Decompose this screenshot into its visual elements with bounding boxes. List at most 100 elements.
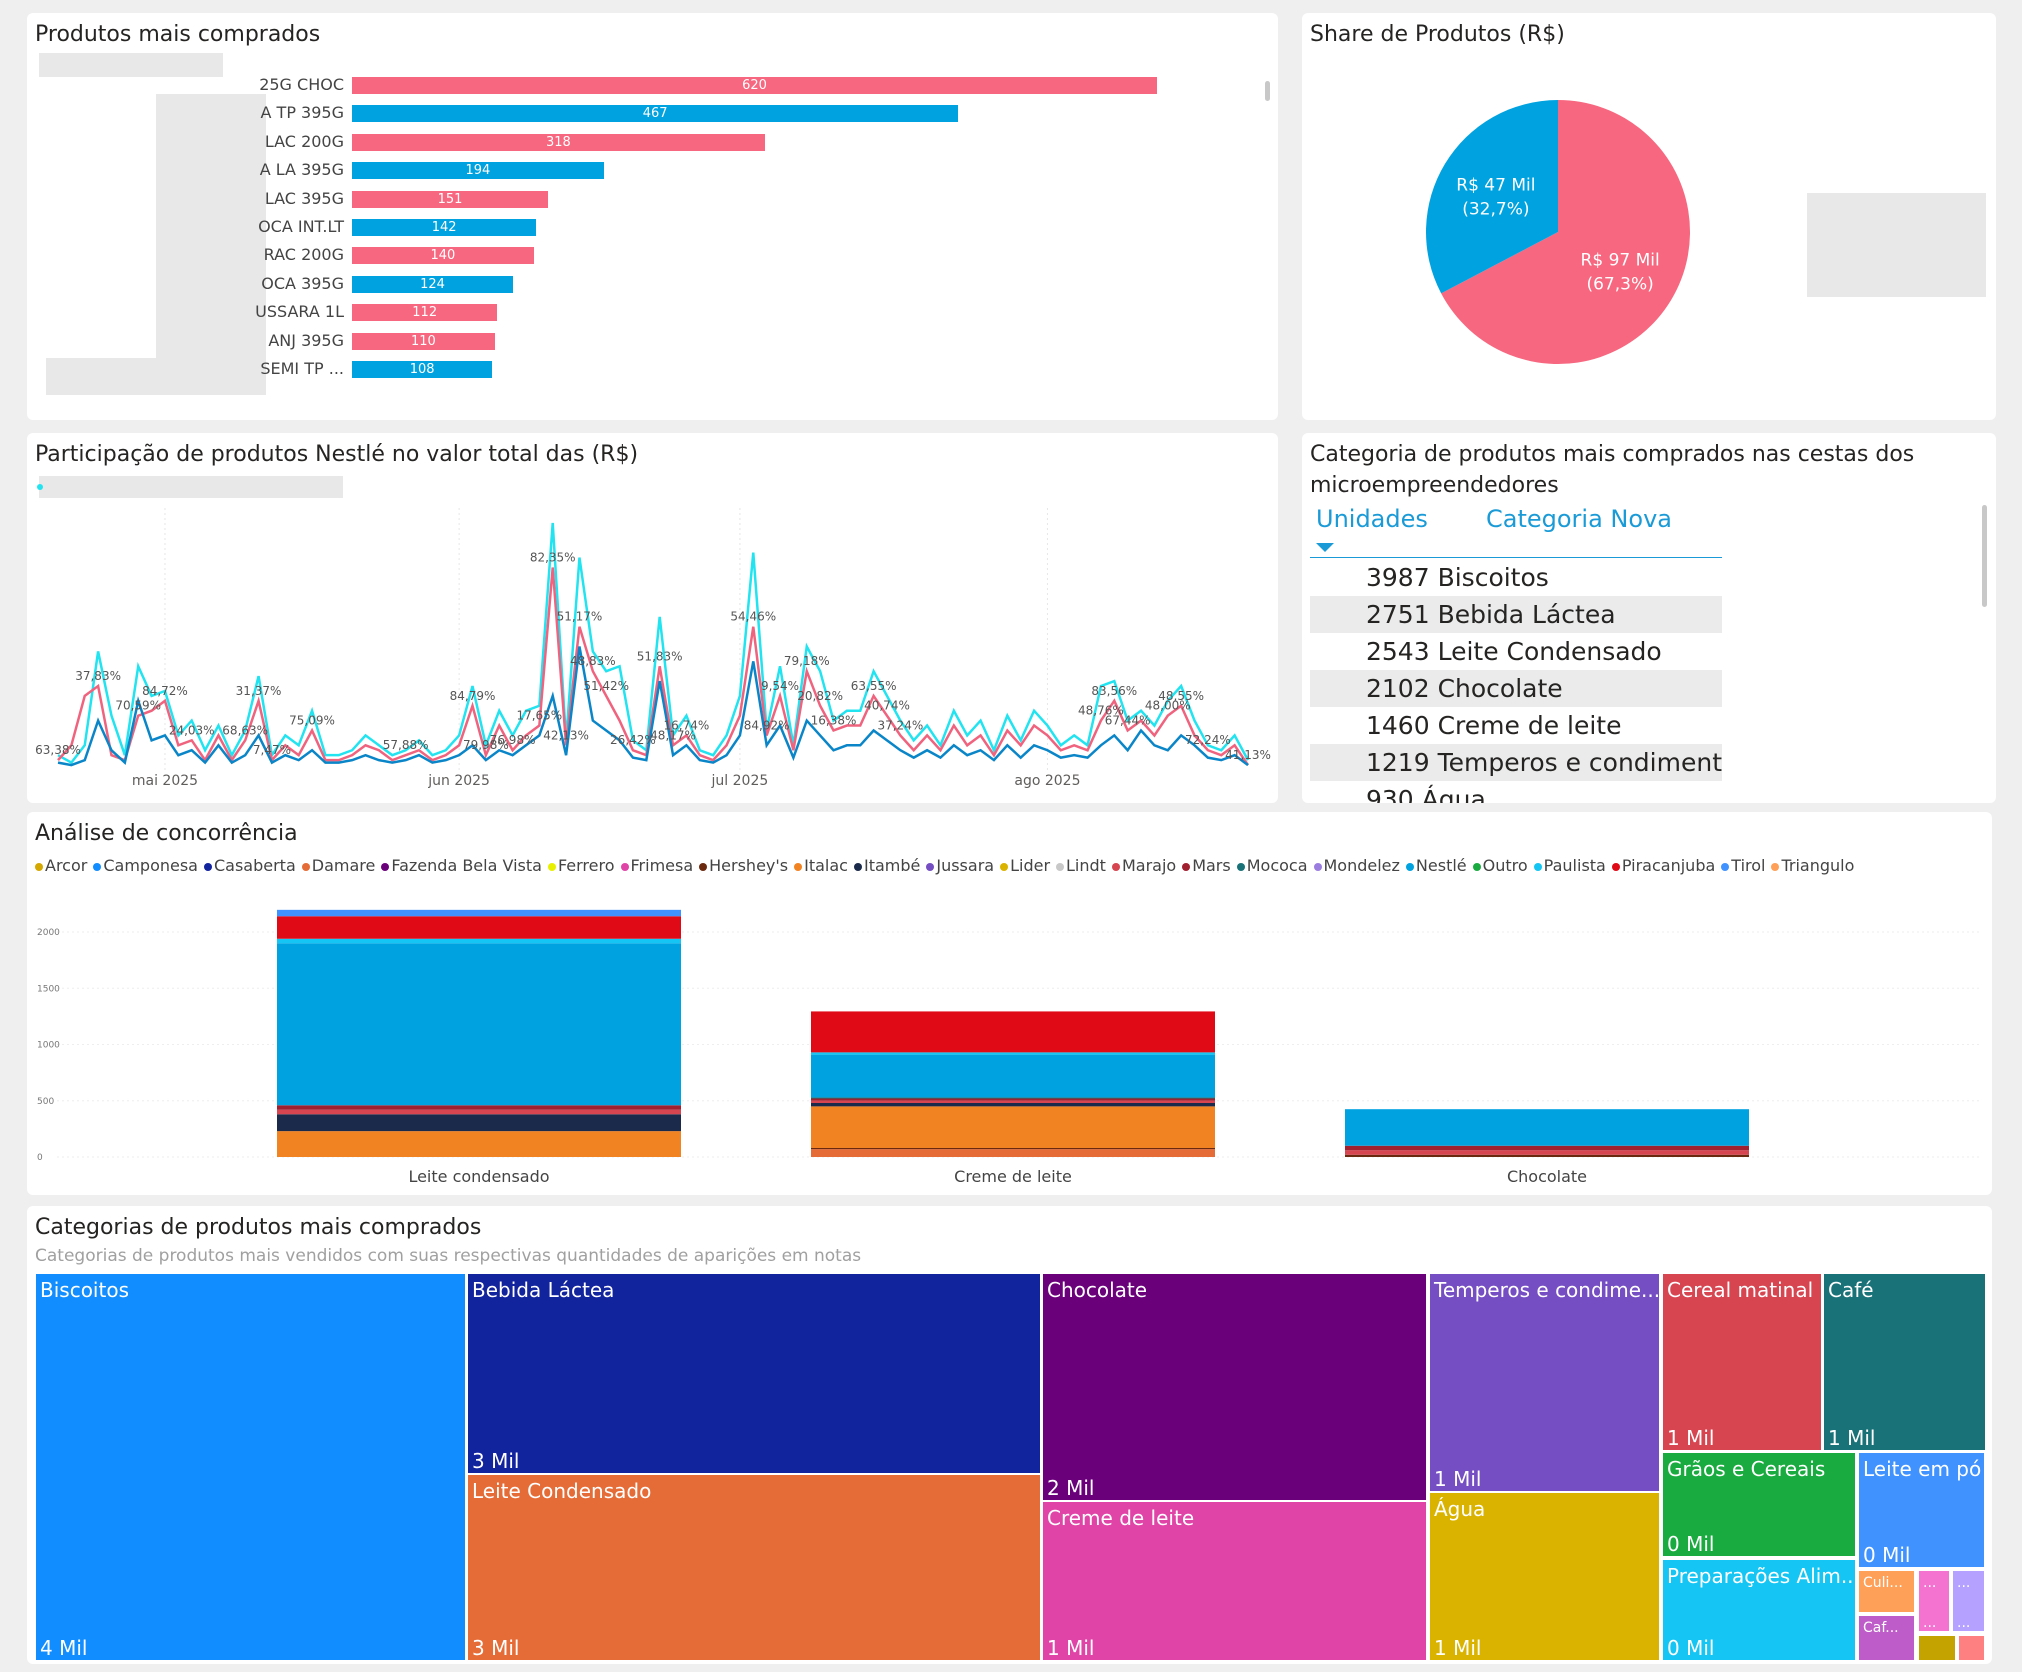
- treemap-tile[interactable]: ......: [1918, 1570, 1950, 1632]
- legend-item[interactable]: Ferrero: [547, 856, 615, 875]
- bar-segment[interactable]: [277, 938, 681, 944]
- treemap-tile[interactable]: Creme de leite 1 Mil: [1042, 1501, 1427, 1661]
- bar-segment[interactable]: [811, 1098, 1215, 1101]
- bar[interactable]: 124: [352, 275, 513, 293]
- bar-segment[interactable]: [1345, 1150, 1749, 1155]
- bar-segment[interactable]: [811, 1103, 1215, 1107]
- bar-segment[interactable]: [277, 943, 681, 1106]
- bar-segment[interactable]: [811, 1052, 1215, 1055]
- treemap-tile[interactable]: Biscoitos 4 Mil: [35, 1273, 466, 1661]
- legend-item[interactable]: Mondelez: [1313, 856, 1400, 875]
- legend-item[interactable]: Paulista: [1533, 856, 1606, 875]
- bar-segment[interactable]: [811, 1149, 1215, 1157]
- bar-segment[interactable]: [277, 909, 681, 917]
- table-row[interactable]: 3987 Biscoitos: [1310, 559, 1722, 596]
- bar[interactable]: 108: [352, 361, 493, 378]
- bar-segment[interactable]: [811, 1054, 1215, 1098]
- treemap-tile[interactable]: [1918, 1635, 1956, 1661]
- tile-value: 0 Mil: [1667, 1532, 1715, 1556]
- data-label: 48,76%: [1078, 704, 1124, 718]
- y-tick-label: 2000: [37, 928, 60, 938]
- bar[interactable]: 318: [352, 133, 765, 151]
- legend-label: Marajo: [1121, 856, 1177, 875]
- bar[interactable]: 142: [352, 219, 537, 236]
- legend-item[interactable]: Casaberta: [203, 856, 296, 875]
- bar-segment[interactable]: [277, 1114, 681, 1132]
- scrollbar[interactable]: [1265, 81, 1270, 101]
- legend-item[interactable]: Damare: [301, 856, 375, 875]
- table-row[interactable]: 2543 Leite Condensado: [1310, 633, 1722, 670]
- legend-item[interactable]: Mococa: [1236, 856, 1308, 875]
- bar[interactable]: 620: [352, 77, 1157, 94]
- pie-slice[interactable]: [1426, 100, 1558, 294]
- legend-item[interactable]: Itambé: [853, 856, 920, 875]
- legend-item[interactable]: Frimesa: [620, 856, 693, 875]
- table-row[interactable]: 930 Água: [1310, 781, 1722, 803]
- treemap-tile[interactable]: Grãos e Cereais 0 Mil: [1662, 1452, 1856, 1557]
- bar-segment[interactable]: [811, 1148, 1215, 1150]
- scrollbar[interactable]: [1982, 505, 1987, 607]
- bar-segment[interactable]: [1345, 1145, 1749, 1151]
- treemap-tile[interactable]: Leite Condensado 3 Mil: [467, 1474, 1041, 1661]
- bar[interactable]: 194: [352, 162, 604, 180]
- legend-item[interactable]: Camponesa: [93, 856, 198, 875]
- bar-segment[interactable]: [277, 1105, 681, 1110]
- bar-segment[interactable]: [811, 1011, 1215, 1053]
- bar-segment[interactable]: [811, 1106, 1215, 1148]
- bar-segment[interactable]: [277, 916, 681, 939]
- series-line[interactable]: [57, 646, 1249, 767]
- legend-item[interactable]: Jussara: [926, 856, 994, 875]
- bar-segment[interactable]: [1345, 1154, 1749, 1157]
- series-line[interactable]: [57, 567, 1250, 766]
- table-row[interactable]: 2102 Chocolate: [1310, 670, 1722, 707]
- series-line[interactable]: [57, 522, 1250, 765]
- bar-segment[interactable]: [1345, 1109, 1749, 1146]
- treemap-tile[interactable]: Preparações Alim... 0 Mil: [1662, 1559, 1856, 1661]
- treemap-tile[interactable]: Cereal matinal 1 Mil: [1662, 1273, 1822, 1451]
- bar-segment[interactable]: [811, 1100, 1215, 1103]
- legend-label: Jussara: [936, 856, 995, 875]
- legend-item[interactable]: Arcor: [35, 856, 87, 875]
- treemap-tile[interactable]: Café 1 Mil: [1823, 1273, 1986, 1451]
- x-tick-label: Creme de leite: [954, 1167, 1072, 1186]
- legend-item[interactable]: Marajo: [1111, 856, 1177, 875]
- treemap-tile[interactable]: Leite em pó 0 Mil: [1858, 1452, 1985, 1568]
- bar-segment[interactable]: [277, 1131, 681, 1157]
- bar[interactable]: 467: [352, 105, 959, 123]
- treemap-tile[interactable]: ......: [1952, 1570, 1985, 1632]
- line-chart: mai 2025 jun 2025 jul 2025 ago 2025 63,38% 37…: [35, 484, 1271, 789]
- legend-item[interactable]: Lindt: [1056, 856, 1106, 875]
- bar-segment[interactable]: [811, 1097, 1215, 1099]
- legend-item[interactable]: Mars: [1182, 856, 1231, 875]
- legend-item[interactable]: Piracanjuba: [1611, 856, 1715, 875]
- legend-item[interactable]: Triangulo: [1771, 856, 1854, 875]
- bar-label: RAC 200G: [263, 245, 344, 265]
- table-row[interactable]: 1219 Temperos e condimentos: [1310, 744, 1722, 781]
- legend-item[interactable]: Outro: [1472, 856, 1528, 875]
- treemap-tile[interactable]: Temperos e condime... 1 Mil: [1429, 1273, 1660, 1492]
- treemap-tile[interactable]: Bebida Láctea 3 Mil: [467, 1273, 1041, 1474]
- treemap-tile[interactable]: Caf...: [1858, 1615, 1915, 1661]
- legend-item[interactable]: Tirol: [1721, 856, 1765, 875]
- legend-item[interactable]: Nestlé: [1405, 856, 1467, 875]
- units-cell: 2102: [1366, 674, 1430, 703]
- bar-segment[interactable]: [277, 1109, 681, 1115]
- treemap-tile[interactable]: [1958, 1635, 1985, 1661]
- bar[interactable]: 151: [352, 190, 549, 208]
- legend-item[interactable]: Hershey's: [699, 856, 788, 875]
- column-header-units[interactable]: Unidades: [1316, 505, 1428, 533]
- column-header-category[interactable]: Categoria Nova: [1486, 505, 1672, 533]
- treemap-tile[interactable]: Água 1 Mil: [1429, 1492, 1660, 1661]
- bar[interactable]: 140: [352, 247, 534, 265]
- legend-item[interactable]: Lider: [1000, 856, 1050, 875]
- legend-item[interactable]: Fazenda Bela Vista: [381, 856, 542, 875]
- table-row[interactable]: 2751 Bebida Láctea: [1310, 596, 1722, 633]
- treemap-tile[interactable]: Chocolate 2 Mil: [1042, 1273, 1427, 1501]
- table-row[interactable]: 1460 Creme de leite: [1310, 707, 1722, 744]
- bar[interactable]: 110: [352, 332, 495, 350]
- legend-item[interactable]: Italac: [794, 856, 848, 875]
- legend-label: Paulista: [1543, 856, 1606, 875]
- bar[interactable]: 112: [352, 304, 498, 322]
- treemap-tile[interactable]: Culi...: [1858, 1570, 1915, 1613]
- pie-slice[interactable]: [1441, 100, 1690, 364]
